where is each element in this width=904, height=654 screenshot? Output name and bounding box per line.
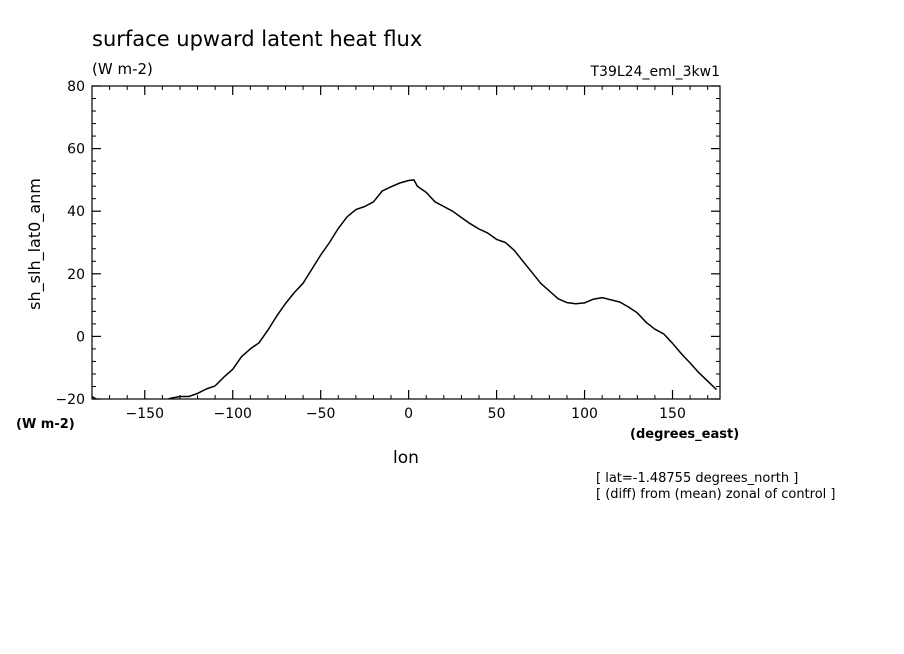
x-tick-label: −100	[214, 406, 252, 422]
x-tick-label: 0	[404, 406, 413, 422]
y-tick-label: 80	[67, 79, 85, 95]
diff-note: [ (diff) from (mean) zonal of control ]	[596, 487, 835, 502]
x-tick-label: −150	[126, 406, 164, 422]
series-layer	[92, 179, 718, 399]
y-tick-label: 60	[67, 142, 85, 158]
y-axis-label: sh_slh_lat0_anm	[25, 178, 45, 310]
x-axis-label: lon	[393, 448, 419, 468]
x-tick-label: −50	[306, 406, 336, 422]
y-axis-units: (W m-2)	[16, 417, 75, 432]
y-tick-label: −20	[55, 392, 85, 408]
series-line-0	[92, 179, 718, 399]
y-tick-label: 20	[67, 267, 85, 283]
y-tick-label: 40	[67, 204, 85, 220]
plot-frame	[91, 85, 721, 400]
run-label: T39L24_eml_3kw1	[590, 64, 721, 80]
chart-title: surface upward latent heat flux	[92, 27, 422, 51]
axes: −150 −100 −50 0 50 100 150 −20 0 20 40 60 80	[55, 79, 721, 422]
x-tick-label: 50	[488, 406, 506, 422]
y-tick-label: 0	[76, 329, 85, 345]
lat-note: [ lat=-1.48755 degrees_north ]	[596, 471, 798, 486]
chart-units: (W m-2)	[92, 60, 153, 78]
x-tick-label: 100	[571, 406, 598, 422]
x-tick-label: 150	[659, 406, 686, 422]
x-axis-units: (degrees_east)	[630, 427, 739, 442]
